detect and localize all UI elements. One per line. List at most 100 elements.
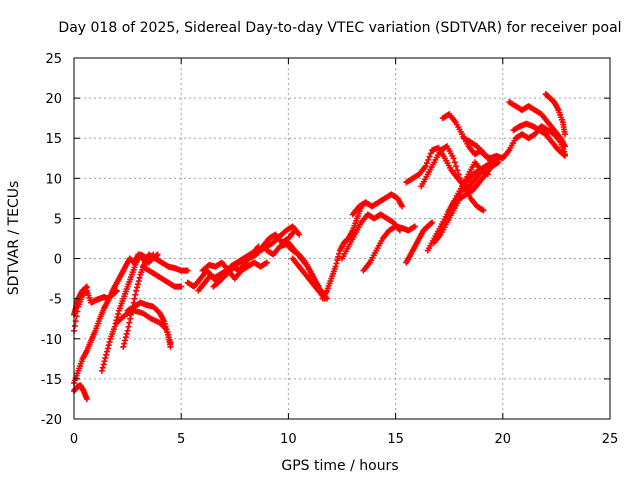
data-point (131, 295, 138, 302)
data-point (102, 355, 109, 362)
y-axis-label: SDTVAR / TECUs (6, 181, 22, 296)
series-arc-30 (446, 159, 491, 214)
data-point (122, 334, 129, 341)
plot-frame (73, 57, 611, 420)
data-point (426, 153, 433, 160)
data-point (133, 287, 140, 294)
data-point (428, 220, 435, 227)
grid (74, 58, 610, 419)
data-point (104, 348, 111, 355)
data-point (100, 361, 107, 368)
data-point (99, 364, 106, 371)
data-point (399, 203, 406, 210)
data-point (263, 259, 270, 266)
data-point (106, 338, 113, 345)
series-arc-22 (349, 191, 406, 218)
data-point (335, 250, 342, 257)
data-point (451, 159, 458, 166)
x-axis-label: GPS time / hours (281, 458, 398, 474)
data-point (167, 339, 174, 346)
data-point (101, 358, 108, 365)
data-point (71, 322, 78, 329)
data-point (134, 281, 141, 288)
series-arc-23 (360, 223, 418, 274)
series-arc-2 (71, 382, 90, 402)
data-point (126, 319, 133, 326)
series-arc-28 (431, 159, 502, 246)
data-point (121, 340, 128, 347)
data-point (334, 257, 341, 264)
series-arc-18 (285, 239, 330, 302)
y-tick-label: 5 (54, 212, 62, 227)
series-arc-34 (510, 120, 568, 159)
series-arc-8 (113, 307, 174, 346)
x-tick-label: 20 (495, 432, 512, 447)
y-tick-label: -5 (49, 293, 62, 308)
data-point (83, 283, 90, 290)
x-tick-label: 25 (602, 432, 619, 447)
series-arc-13 (199, 259, 270, 282)
data-points (71, 91, 568, 402)
data-point (113, 287, 120, 294)
data-point (103, 351, 110, 358)
y-tick-label: -10 (41, 333, 62, 348)
data-point (114, 314, 121, 321)
data-point (125, 323, 132, 330)
data-point (429, 219, 436, 226)
series-arc-35 (542, 91, 568, 138)
data-point (561, 143, 568, 150)
data-point (335, 253, 342, 260)
y-tick-labels: -20 -15 -10 -5 0 5 10 15 20 25 (41, 52, 62, 428)
series-arc-33 (506, 99, 568, 150)
data-point (135, 278, 142, 285)
data-point (111, 323, 118, 330)
data-point (83, 395, 90, 402)
data-point (184, 267, 191, 274)
series-arc-9 (139, 263, 185, 290)
data-point (122, 337, 129, 344)
y-tick-label: -20 (41, 413, 62, 428)
y-tick-label: 20 (45, 92, 62, 107)
data-point (411, 223, 418, 230)
data-point (450, 155, 457, 162)
series-arc-31 (461, 135, 506, 162)
data-point (178, 283, 185, 290)
y-tick-label: 15 (45, 132, 62, 147)
data-point (113, 288, 120, 295)
data-point (134, 284, 141, 291)
data-point (495, 159, 502, 166)
data-point (484, 171, 491, 178)
series-arc-16 (257, 223, 303, 254)
x-tick-label: 5 (177, 432, 185, 447)
series-arc-10 (152, 255, 191, 274)
data-point (124, 327, 131, 334)
y-tick-label: 10 (45, 172, 62, 187)
data-point (333, 260, 340, 267)
axis-ticks (73, 57, 611, 420)
y-tick-label: 0 (54, 253, 62, 268)
data-point (423, 160, 430, 167)
chart-title: Day 018 of 2025, Sidereal Day-to-day VTE… (58, 20, 621, 36)
data-point (561, 152, 568, 159)
data-point (104, 345, 111, 352)
data-point (98, 367, 105, 374)
data-point (115, 310, 122, 317)
data-point (120, 343, 127, 350)
y-tick-label: -15 (41, 373, 62, 388)
data-point (425, 156, 432, 163)
data-point (332, 263, 339, 270)
data-point (422, 163, 429, 170)
y-tick-label: 25 (45, 52, 62, 67)
data-point (455, 171, 462, 178)
x-tick-label: 0 (70, 432, 78, 447)
series-arc-24 (403, 219, 436, 266)
series-arc-5 (98, 251, 157, 374)
series-arc-4 (71, 283, 90, 318)
data-point (480, 207, 487, 214)
data-point (154, 251, 161, 258)
data-point (127, 315, 134, 322)
data-point (453, 163, 460, 170)
x-tick-label: 15 (387, 432, 404, 447)
